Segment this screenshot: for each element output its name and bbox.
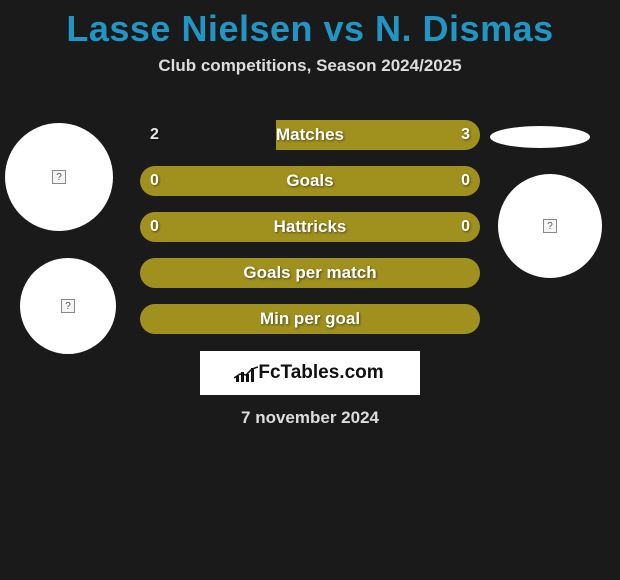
player2-avatar-ellipse — [490, 126, 590, 148]
player1-club-circle: ? — [20, 258, 116, 354]
stat-bar-row: Hattricks0 0 — [140, 212, 480, 242]
image-placeholder-icon: ? — [543, 219, 557, 233]
subtitle: Club competitions, Season 2024/2025 — [0, 56, 620, 76]
footer-date: 7 november 2024 — [0, 408, 620, 428]
comparison-title: Lasse Nielsen vs N. Dismas — [0, 0, 620, 50]
site-badge-text: FcTables.com — [258, 362, 383, 384]
chart-icon — [236, 364, 254, 382]
bar-left-value: 0 — [150, 166, 159, 196]
bar-right-value: 0 — [461, 212, 470, 242]
image-placeholder-icon: ? — [61, 299, 75, 313]
bar-label: Matches — [140, 120, 480, 150]
bar-left-value: 2 — [150, 120, 159, 150]
bar-label: Goals — [140, 166, 480, 196]
image-placeholder-icon: ? — [52, 170, 66, 184]
bar-label: Hattricks — [140, 212, 480, 242]
player2-club-circle: ? — [498, 174, 602, 278]
bar-label: Goals per match — [140, 258, 480, 288]
bar-label: Min per goal — [140, 304, 480, 334]
player2-name: N. Dismas — [375, 8, 554, 49]
stat-bar-row: Matches2 3 — [140, 120, 480, 150]
bar-right-value: 0 — [461, 166, 470, 196]
vs-separator: vs — [313, 8, 375, 49]
bar-right-value: 3 — [461, 120, 470, 150]
stats-bars: Matches23Goals00Hattricks00Goals per mat… — [140, 120, 480, 350]
player1-avatar-circle: ? — [5, 123, 113, 231]
site-badge: FcTables.com — [200, 351, 420, 395]
stat-bar-row: Goals0 0 — [140, 166, 480, 196]
bar-left-value: 0 — [150, 212, 159, 242]
player1-name: Lasse Nielsen — [66, 8, 313, 49]
stat-bar-row: Min per goal — [140, 304, 480, 334]
stat-bar-row: Goals per match — [140, 258, 480, 288]
